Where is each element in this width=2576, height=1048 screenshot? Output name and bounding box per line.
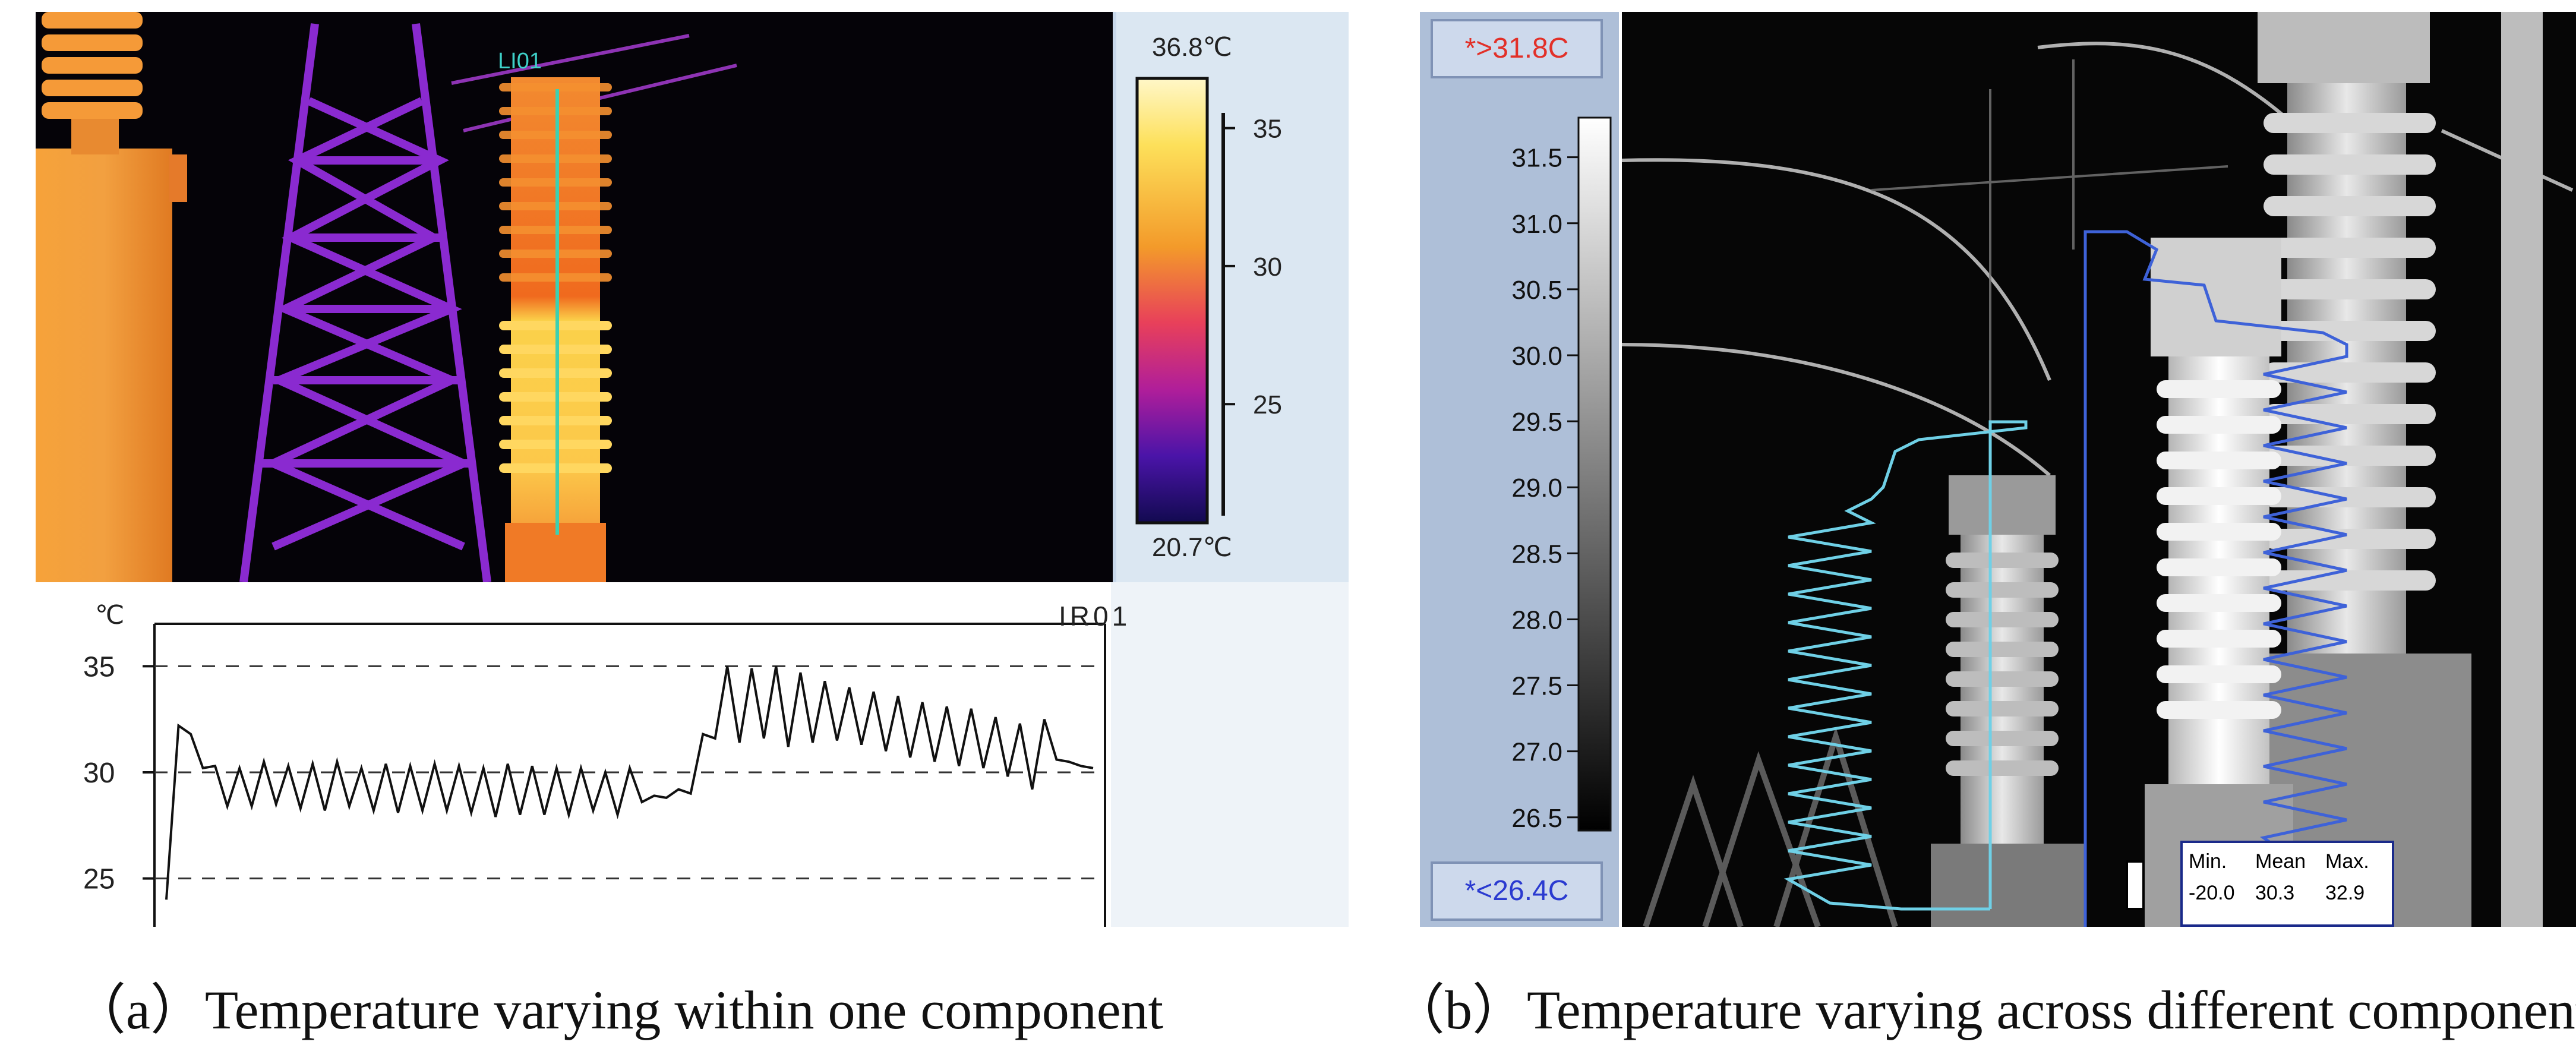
centre-insulator [499,77,612,582]
grayscale-tick-label: 27.0 [1511,738,1562,767]
y-tick-label: 35 [83,651,115,683]
caption-b: （b）Temperature varying across different … [1390,980,2576,1040]
profile-chart-svg: 25 30 35 [83,623,1106,927]
profile-line-left [1783,420,2028,911]
y-tick-label: 25 [83,864,115,895]
upper-threshold-text: *>31.8C [1464,33,1569,64]
colour-gradient-bar [1135,77,1209,525]
grayscale-tick-label: 31.5 [1511,144,1562,173]
colour-scale-ticks: 35 30 25 [1223,115,1282,419]
grayscale-tick-label: 26.5 [1511,804,1562,833]
right-support-column [2501,12,2543,927]
y-tick-label: 30 [83,757,115,789]
marker-box [2126,860,2145,910]
series-line-ir01 [165,666,1094,900]
thermal-image-a: LI01 [36,12,1113,583]
scale-min-label: 20.7℃ [1152,533,1233,562]
left-insulator-b [1931,475,2085,927]
stats-box: Min. Mean Max. -20.0 30.3 32.9 [2180,841,2394,927]
stats-header-mean: Mean [2255,850,2306,873]
chart-unit-label: ℃ [95,601,125,630]
colour-scale-tick-label: 25 [1253,390,1282,419]
lower-threshold-text: *<26.4C [1464,875,1569,907]
grayscale-tick-label: 30.5 [1511,276,1562,305]
centre-insulator-b [2145,238,2293,927]
line-label-li01: LI01 [498,49,542,74]
panel-b: *>31.8C *<26.4C 31.5 31.0 30.5 30.0 29.5 29.0… [1420,12,2576,927]
grayscale-tick-label: 27.5 [1511,672,1562,701]
stats-header-min: Min. [2189,850,2227,873]
grayscale-panel: *>31.8C *<26.4C 31.5 31.0 30.5 30.0 29.5 29.0… [1420,12,1619,927]
scale-max-label: 36.8℃ [1152,33,1233,62]
grayscale-bar [1577,116,1612,832]
grayscale-ticks: 31.5 31.0 30.5 30.0 29.5 29.0 28.5 28.0 27.5 27.0… [1511,144,1579,833]
grayscale-tick-label: 30.0 [1511,342,1562,371]
caption-a: （a）Temperature varying within one compon… [71,980,1164,1040]
thermal-image-b: Min. Mean Max. -20.0 30.3 32.9 [1621,12,2576,927]
profile-chart: 25 30 35 ℃ IR01 [36,582,1349,927]
grayscale-tick-label: 29.5 [1511,408,1562,437]
chart-channel-label: IR01 [1059,601,1131,632]
stats-header-max: Max. [2325,850,2369,873]
panel-a: LI01 35 30 25 36.8℃ 20.7℃ [36,12,1349,927]
stats-value-mean: 30.3 [2255,882,2295,904]
left-column [36,149,172,582]
grayscale-tick-label: 29.0 [1511,474,1562,503]
colour-scale-tick-label: 35 [1253,115,1282,144]
left-bracket [169,154,187,202]
thermal-scene-a: LI01 [36,12,737,583]
upper-threshold-box: *>31.8C [1431,19,1603,78]
left-insulator-top [42,12,143,154]
bottom-left-lattice [1643,727,1898,927]
overhead-wires [1621,42,2574,477]
lower-threshold-box: *<26.4C [1431,861,1603,921]
thermal-scene-b [1621,12,2574,927]
tower-lattice [239,23,491,583]
stats-value-max: 32.9 [2325,882,2365,904]
stats-value-min: -20.0 [2189,882,2235,904]
colour-scale-tick-label: 30 [1253,252,1282,282]
colour-scale-a: 35 30 25 36.8℃ 20.7℃ [1113,12,1349,582]
grayscale-tick-label: 31.0 [1511,210,1562,239]
grayscale-tick-label: 28.0 [1511,605,1562,635]
grayscale-tick-label: 28.5 [1511,539,1562,569]
profile-line-right [2083,230,2348,927]
